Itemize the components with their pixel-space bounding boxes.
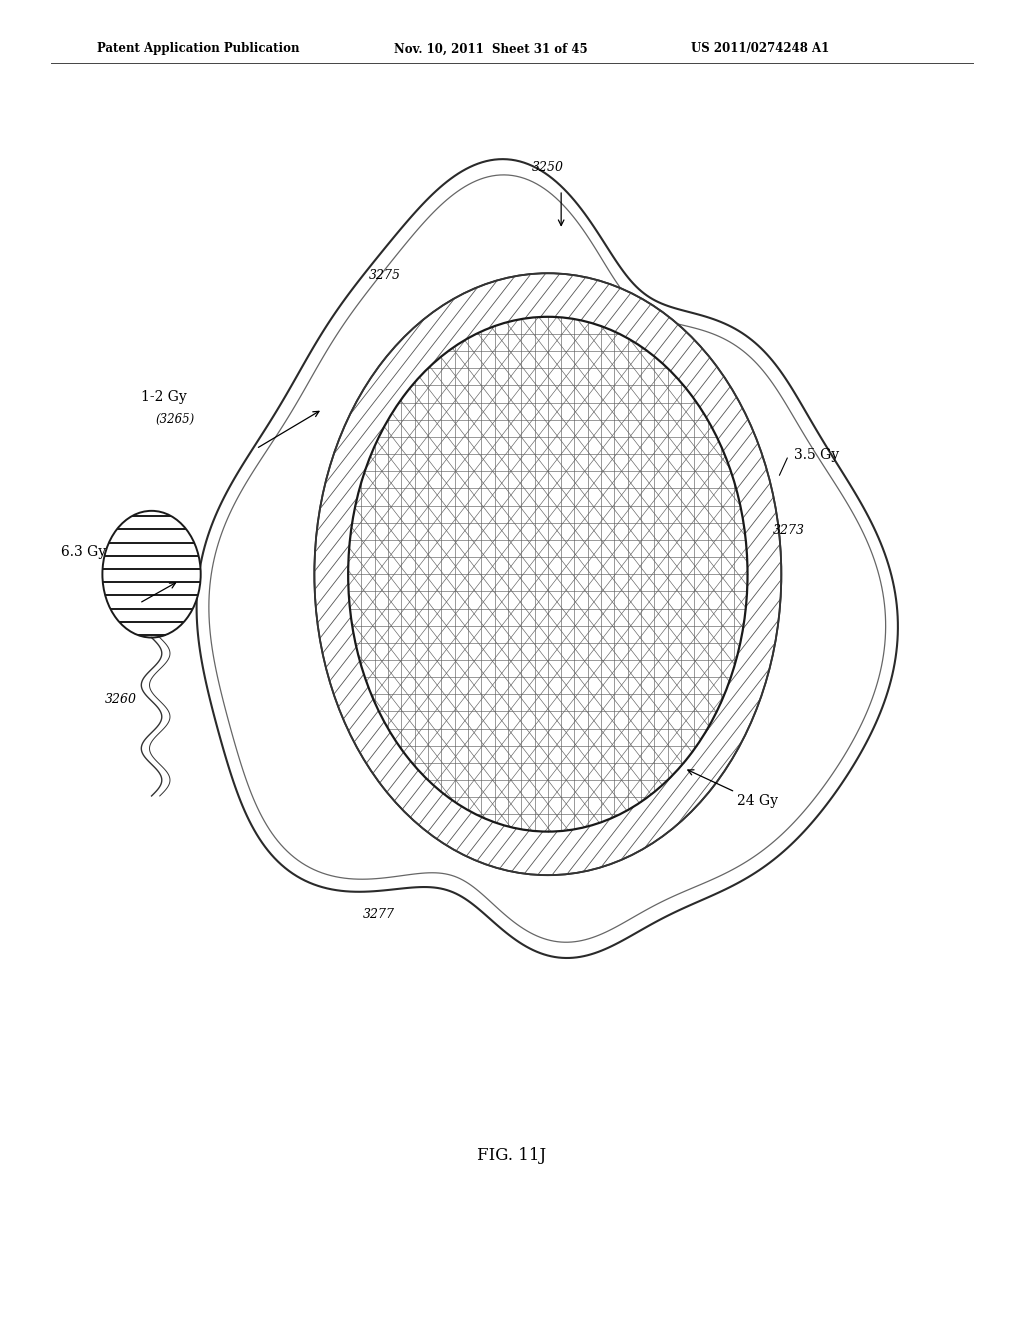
Text: US 2011/0274248 A1: US 2011/0274248 A1: [691, 42, 829, 55]
Text: 3275: 3275: [369, 269, 400, 282]
Text: 24 Gy: 24 Gy: [737, 795, 778, 808]
Text: 3.5 Gy: 3.5 Gy: [794, 449, 839, 462]
Text: FIG. 11J: FIG. 11J: [477, 1147, 547, 1163]
Polygon shape: [197, 160, 898, 958]
Text: 3260: 3260: [104, 693, 137, 706]
Text: Patent Application Publication: Patent Application Publication: [97, 42, 300, 55]
Circle shape: [102, 511, 201, 638]
Circle shape: [314, 273, 781, 875]
Text: (3265): (3265): [156, 413, 195, 426]
Text: 3273: 3273: [773, 524, 805, 537]
Text: Nov. 10, 2011  Sheet 31 of 45: Nov. 10, 2011 Sheet 31 of 45: [394, 42, 588, 55]
Text: 3250: 3250: [531, 161, 564, 174]
Text: 3277: 3277: [362, 908, 395, 921]
Text: 1-2 Gy: 1-2 Gy: [141, 391, 187, 404]
Circle shape: [348, 317, 748, 832]
Text: 6.3 Gy: 6.3 Gy: [61, 545, 106, 558]
